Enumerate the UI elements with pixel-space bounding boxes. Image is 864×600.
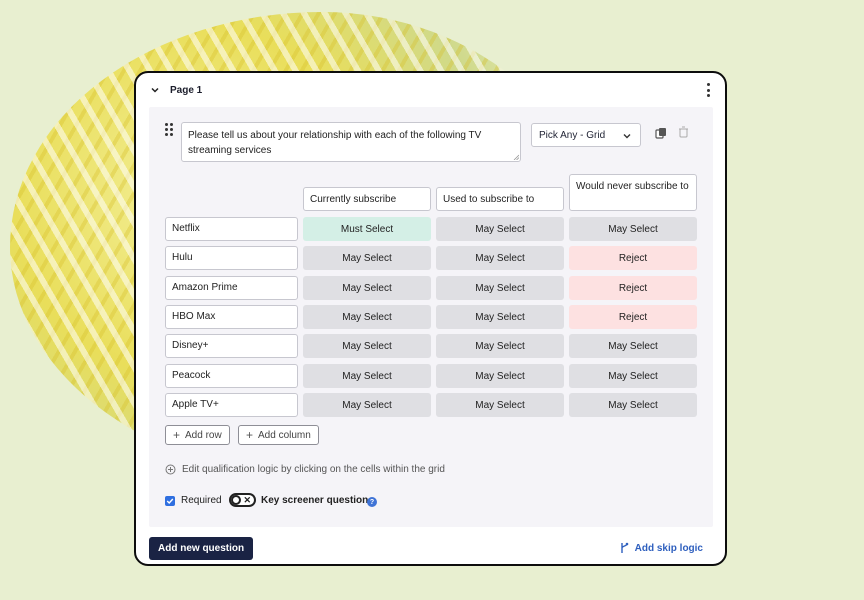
column-header[interactable]: Currently subscribe	[303, 187, 431, 211]
grid-cell[interactable]: May Select	[303, 334, 431, 358]
grid-cell[interactable]: May Select	[303, 246, 431, 270]
required-option[interactable]: Required	[165, 495, 222, 506]
add-row-button[interactable]: + Add row	[165, 425, 230, 445]
chevron-down-icon	[623, 134, 631, 139]
column-header[interactable]: Used to subscribe to	[436, 187, 564, 211]
help-icon[interactable]: ?	[367, 497, 377, 507]
question-editor: Please tell us about your relationship w…	[149, 107, 713, 527]
grid-cell[interactable]: Reject	[569, 246, 697, 270]
grid-cell[interactable]: May Select	[303, 364, 431, 388]
copy-icon[interactable]	[655, 127, 667, 139]
grid-cell[interactable]: May Select	[569, 334, 697, 358]
resize-grip-icon[interactable]	[513, 154, 519, 160]
qualification-hint: Edit qualification logic by clicking on …	[165, 464, 445, 475]
key-screener-toggle[interactable]: ✕	[229, 493, 256, 507]
plus-icon: +	[246, 428, 254, 442]
question-page-card: Page 1 Please tell us about your relatio…	[134, 71, 727, 566]
grid-cell[interactable]: Reject	[569, 276, 697, 300]
logic-icon	[165, 464, 176, 475]
grid-cell[interactable]: Must Select	[303, 217, 431, 241]
add-skip-logic-link[interactable]: Add skip logic	[620, 542, 703, 554]
column-header[interactable]: Would never subscribe to	[569, 174, 697, 211]
more-options-icon[interactable]	[705, 83, 711, 97]
grid-cell[interactable]: May Select	[436, 305, 564, 329]
grid-cell[interactable]: May Select	[436, 276, 564, 300]
row-label[interactable]: Hulu	[165, 246, 298, 270]
grid-cell[interactable]: May Select	[569, 217, 697, 241]
grid-cell[interactable]: May Select	[303, 393, 431, 417]
branch-icon	[620, 542, 628, 553]
add-new-question-button[interactable]: Add new question	[149, 537, 254, 560]
toggle-knob	[231, 495, 241, 505]
row-label[interactable]: Amazon Prime	[165, 276, 298, 300]
add-column-button[interactable]: + Add column	[238, 425, 319, 445]
grid-cell[interactable]: Reject	[569, 305, 697, 329]
question-type-value: Pick Any - Grid	[539, 129, 606, 141]
row-label[interactable]: Disney+	[165, 334, 298, 358]
required-label: Required	[181, 495, 222, 506]
grid-cell[interactable]: May Select	[436, 364, 564, 388]
page-title: Page 1	[170, 84, 203, 96]
grid-cell[interactable]: May Select	[303, 276, 431, 300]
grid-cell[interactable]: May Select	[436, 217, 564, 241]
page-header: Page 1	[136, 73, 725, 107]
required-checkbox[interactable]	[165, 495, 175, 506]
plus-icon: +	[173, 428, 181, 442]
grid-cell[interactable]: May Select	[436, 246, 564, 270]
collapse-chevron-icon[interactable]	[148, 83, 162, 97]
grid-cell[interactable]: May Select	[436, 334, 564, 358]
question-text-input[interactable]: Please tell us about your relationship w…	[181, 122, 521, 162]
drag-handle-icon[interactable]	[165, 123, 173, 136]
question-type-select[interactable]: Pick Any - Grid	[531, 123, 641, 147]
grid-cell[interactable]: May Select	[436, 393, 564, 417]
grid-cell[interactable]: May Select	[569, 393, 697, 417]
row-label[interactable]: Apple TV+	[165, 393, 298, 417]
grid-cell[interactable]: May Select	[303, 305, 431, 329]
grid-cell[interactable]: May Select	[569, 364, 697, 388]
key-screener-label: Key screener question	[261, 495, 369, 506]
delete-icon[interactable]	[678, 126, 689, 138]
row-label[interactable]: Peacock	[165, 364, 298, 388]
row-label[interactable]: HBO Max	[165, 305, 298, 329]
close-icon: ✕	[243, 495, 251, 505]
row-label[interactable]: Netflix	[165, 217, 298, 241]
